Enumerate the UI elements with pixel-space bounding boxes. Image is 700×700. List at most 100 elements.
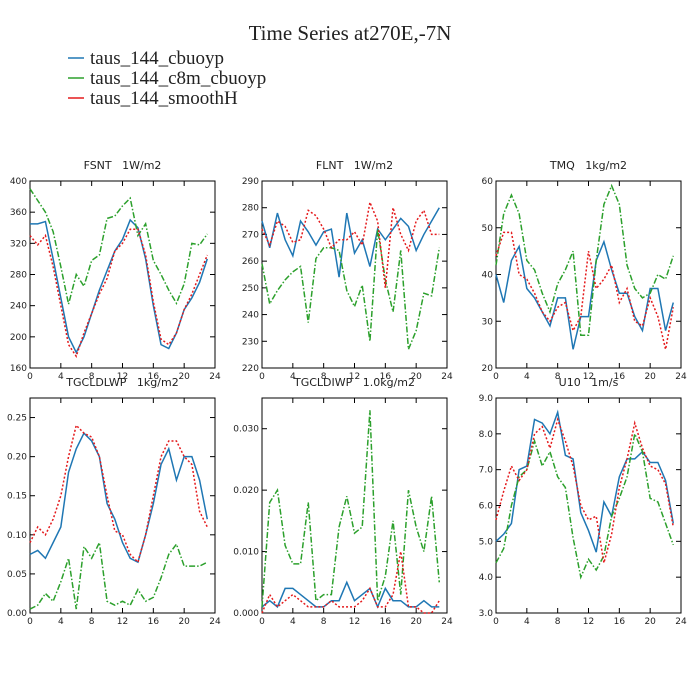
y-tick-label: 0.05 [7,570,27,580]
plot-frame [495,397,682,614]
y-tick-label: 60 [482,177,494,187]
series-line [29,423,208,564]
y-tick-label: 50 [482,224,494,234]
x-tick-label: 20 [178,617,190,627]
x-tick-label: 8 [321,617,327,627]
x-tick-label: 20 [644,372,656,382]
panel-title: TMQ 1kg/m2 [549,159,627,172]
series-line [29,188,208,306]
y-tick-label: 400 [10,177,27,187]
x-tick-label: 20 [178,372,190,382]
x-tick-label: 8 [89,372,95,382]
series-line [29,540,208,610]
x-tick-label: 0 [493,372,499,382]
x-tick-label: 4 [290,372,296,382]
x-tick-label: 12 [583,372,594,382]
series-line [29,431,209,564]
y-tick-label: 0.030 [233,425,259,435]
x-tick-label: 0 [493,617,499,627]
series-line [495,416,675,564]
y-tick-label: 280 [242,204,259,214]
y-tick-label: 230 [242,337,259,347]
series-line [495,409,675,553]
x-tick-label: 0 [27,372,33,382]
x-tick-label: 16 [614,372,626,382]
x-tick-label: 24 [675,372,687,382]
x-tick-label: 16 [380,372,392,382]
x-tick-label: 16 [148,617,160,627]
plot-frame [261,397,448,614]
y-tick-label: 160 [10,364,27,374]
x-tick-label: 12 [349,617,360,627]
panel-title: TGCLDIWP 1.0kg/m2 [293,376,415,389]
panel-title: FLNT 1W/m2 [316,159,393,172]
y-tick-label: 0.00 [7,609,27,619]
legend-label: taus_144_cbuoyp [90,48,224,69]
x-tick-label: 4 [524,372,530,382]
y-tick-label: 270 [242,230,259,240]
y-tick-label: 6.0 [479,502,494,512]
x-tick-label: 4 [58,617,64,627]
x-tick-label: 4 [524,617,530,627]
y-tick-label: 0.20 [7,453,27,463]
series-line [495,183,675,337]
y-tick-label: 320 [10,239,27,249]
y-tick-label: 240 [10,302,27,312]
y-tick-label: 360 [10,208,27,218]
y-tick-label: 0.010 [233,548,259,558]
x-tick-label: 0 [259,372,265,382]
x-tick-label: 12 [583,617,594,627]
plot-frame [261,180,448,369]
x-tick-label: 8 [555,617,561,627]
legend: taus_144_cbuoyptaus_144_c8m_cbuoyptaus_1… [68,48,266,109]
y-tick-label: 250 [242,284,259,294]
x-tick-label: 20 [644,617,656,627]
y-tick-label: 9.0 [479,394,494,404]
y-tick-label: 30 [482,317,494,327]
y-tick-label: 5.0 [479,537,494,547]
y-tick-label: 20 [482,364,494,374]
x-tick-label: 20 [410,372,422,382]
x-tick-label: 24 [441,372,453,382]
series-line [261,580,440,609]
x-tick-label: 4 [58,372,64,382]
y-tick-label: 0.10 [7,531,27,541]
x-tick-label: 8 [555,372,561,382]
x-tick-label: 12 [117,617,128,627]
series-line [261,199,440,288]
x-tick-label: 24 [209,617,221,627]
y-tick-label: 4.0 [479,573,494,583]
y-tick-label: 0.000 [233,609,259,619]
series-line [495,239,675,350]
x-tick-label: 12 [117,372,128,382]
y-tick-label: 0.020 [233,486,259,496]
legend-label: taus_144_c8m_cbuoyp [90,68,266,89]
x-tick-label: 16 [614,617,626,627]
series-line [495,431,674,580]
series-line [261,410,441,607]
x-tick-label: 20 [410,617,422,627]
x-tick-label: 0 [259,617,265,627]
y-tick-label: 220 [242,364,259,374]
series-line [261,228,441,350]
x-tick-label: 24 [209,372,221,382]
y-tick-label: 0.25 [7,414,27,424]
x-tick-label: 4 [290,617,296,627]
x-tick-label: 0 [27,617,33,627]
legend-label: taus_144_smoothH [90,88,238,109]
x-tick-label: 12 [349,372,360,382]
x-tick-label: 24 [441,617,453,627]
panel-title: U10 1m/s [559,376,619,389]
panel-title: FSNT 1W/m2 [84,159,162,172]
panel-title: TGCLDLWP 1kg/m2 [65,376,178,389]
x-tick-label: 8 [321,372,327,382]
y-tick-label: 40 [482,271,494,281]
series-line [261,551,440,614]
y-tick-label: 200 [10,333,27,343]
y-tick-label: 3.0 [479,609,494,619]
y-tick-label: 290 [242,177,259,187]
y-tick-label: 240 [242,311,259,321]
plot-frame [29,180,216,369]
series-line [261,207,440,278]
